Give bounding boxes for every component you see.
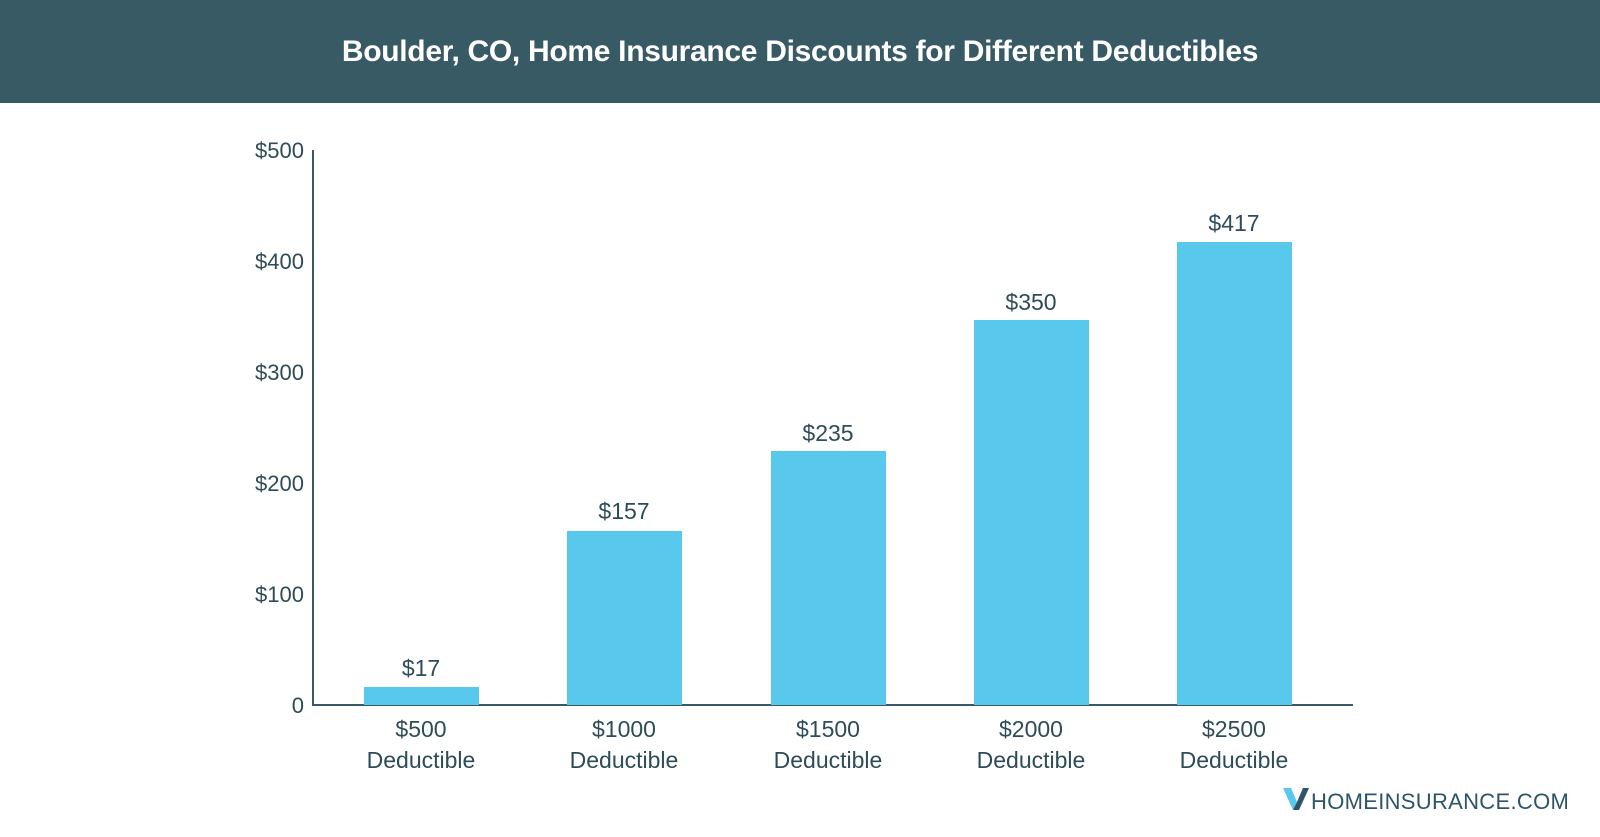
bar-2500-deductible [1177, 242, 1292, 705]
bar-value-label: $417 [1208, 210, 1260, 236]
y-tick: $200 [255, 471, 304, 496]
chart-title: Boulder, CO, Home Insurance Discounts fo… [341, 34, 1259, 68]
bar-1000-deductible [567, 531, 682, 705]
x-tick-label: $2000 Deductible [976, 716, 1086, 773]
v-logo-icon [1283, 788, 1309, 815]
bar-2000-deductible [974, 320, 1089, 705]
x-tick-label: $2500 Deductible [1179, 716, 1289, 773]
y-tick: $400 [255, 249, 304, 274]
y-tick: $100 [255, 582, 304, 607]
y-tick: $300 [255, 360, 304, 385]
x-tick-label: $1000 Deductible [569, 716, 679, 773]
bar-1500-deductible [771, 451, 886, 705]
y-tick: $500 [255, 138, 304, 163]
x-axis [312, 704, 1353, 706]
x-tick-label: $500 Deductible [366, 716, 476, 773]
y-axis [312, 150, 314, 706]
bar-value-label: $17 [401, 655, 441, 681]
logo-text: HOMEINSURANCE.COM [1311, 788, 1570, 814]
bar-value-label: $235 [802, 420, 854, 446]
homeinsurance-logo: HOMEINSURANCE.COM [1283, 788, 1569, 815]
bar-value-label: $157 [598, 498, 650, 524]
x-tick-label: $1500 Deductible [773, 716, 883, 773]
bar-value-label: $350 [1005, 289, 1057, 315]
title-banner: Boulder, CO, Home Insurance Discounts fo… [0, 0, 1600, 103]
bar-500-deductible [364, 687, 479, 705]
y-tick: 0 [291, 693, 304, 718]
